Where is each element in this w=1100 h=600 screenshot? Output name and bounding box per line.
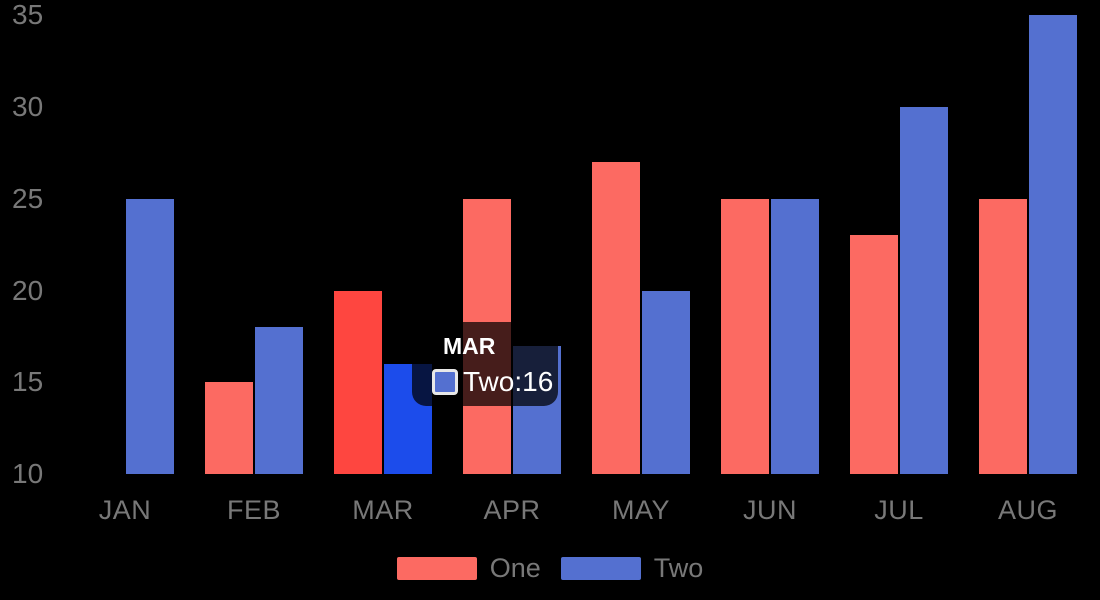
bar-one-may[interactable] xyxy=(592,162,640,474)
bar-two-jan[interactable] xyxy=(126,198,174,474)
y-axis-tick-30: 30 xyxy=(12,91,44,122)
x-axis-label-feb: FEB xyxy=(226,495,281,525)
x-axis-label-mar: MAR xyxy=(352,495,414,525)
legend-label-one: One xyxy=(489,553,541,583)
bar-two-jul[interactable] xyxy=(900,107,948,474)
bar-two-aug[interactable] xyxy=(1029,15,1077,474)
legend-item-one[interactable]: One xyxy=(396,553,541,584)
y-axis-tick-15: 15 xyxy=(12,366,44,398)
y-axis-tick-25: 25 xyxy=(12,182,44,214)
x-axis-label-aug: AUG xyxy=(997,495,1058,525)
tooltip-value: 16 xyxy=(522,366,554,397)
legend-label-two: Two xyxy=(653,553,704,583)
tooltip-series-swatch-icon xyxy=(432,369,458,395)
y-axis-tick-35: 35 xyxy=(12,0,44,31)
bar-one-feb[interactable] xyxy=(205,382,253,474)
legend: One Two xyxy=(0,553,1100,584)
y-axis-tick-20: 20 xyxy=(12,274,44,306)
legend-item-two[interactable]: Two xyxy=(560,553,704,584)
x-axis-label-jun: JUN xyxy=(743,495,797,525)
bar-one-aug[interactable] xyxy=(979,198,1027,474)
x-axis-label-jan: JAN xyxy=(98,495,152,525)
bar-one-jul[interactable] xyxy=(850,235,898,474)
y-axis-tick-10: 10 xyxy=(12,458,44,489)
x-axis-label-apr: APR xyxy=(483,495,541,525)
bar-one-mar[interactable] xyxy=(334,290,382,474)
bar-two-jun[interactable] xyxy=(771,198,819,474)
tooltip: MAR Two: 16 xyxy=(412,322,558,406)
tooltip-row: Two: 16 xyxy=(432,366,553,397)
x-axis-label-may: MAY xyxy=(611,495,670,525)
bar-one-jun[interactable] xyxy=(721,198,769,474)
legend-swatch-one xyxy=(396,557,477,580)
bar-two-feb[interactable] xyxy=(255,327,303,474)
tooltip-title: MAR xyxy=(443,333,496,359)
legend-swatch-two xyxy=(560,557,641,580)
x-axis-label-jul: JUL xyxy=(874,495,924,525)
bar-two-may[interactable] xyxy=(642,290,690,474)
tooltip-series-label: Two: xyxy=(463,366,523,397)
